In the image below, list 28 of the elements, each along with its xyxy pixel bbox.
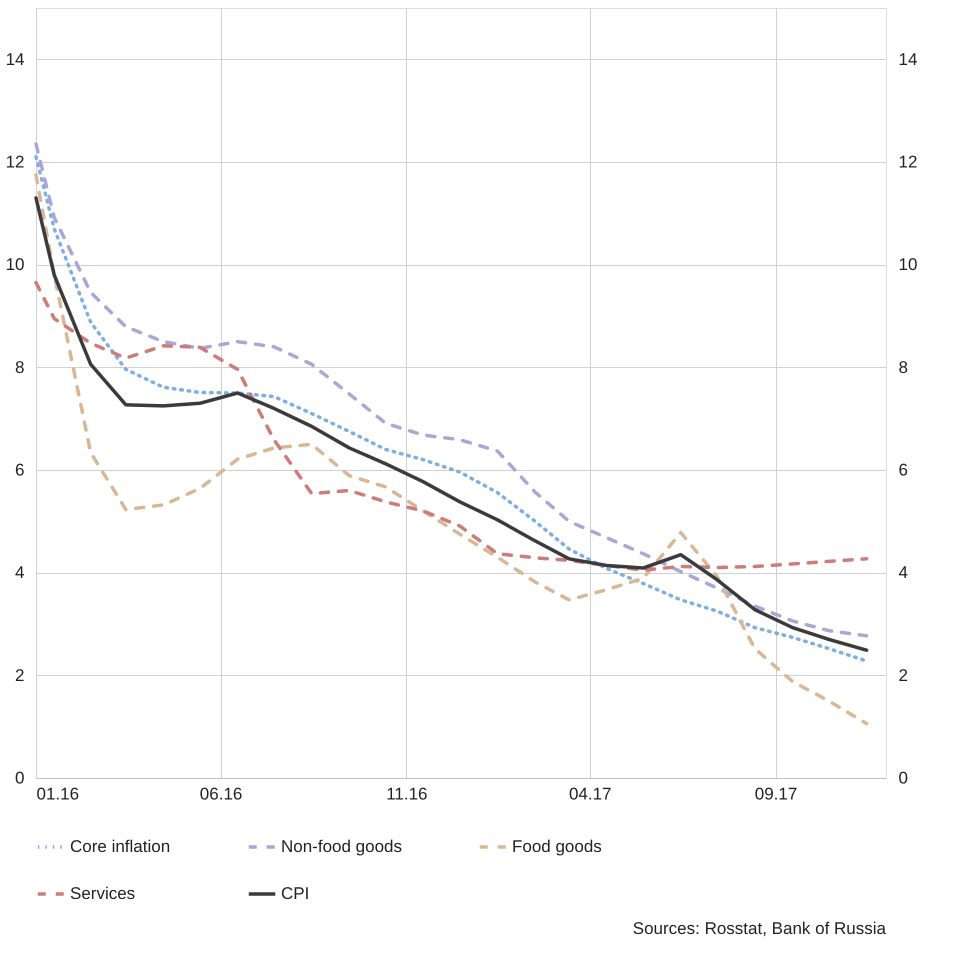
x-tick-label: 01.16: [36, 784, 80, 804]
y2-tick-label: 4: [898, 563, 908, 582]
y-tick-label: 0: [15, 768, 24, 788]
y-tick-label: 8: [15, 358, 24, 377]
line-series: [34, 280, 868, 572]
y-tick-label: 6: [15, 460, 24, 480]
y2-tick-label: 12: [898, 152, 918, 172]
legend-label: Services: [70, 884, 136, 903]
x-tick-label: 06.16: [200, 784, 242, 804]
legend-label: Non-food goods: [281, 837, 402, 856]
y2-tick-label: 2: [898, 666, 908, 685]
legend-label: Food goods: [512, 837, 602, 856]
x-tick-label: 04.17: [568, 784, 612, 804]
y2-tick-label: 6: [898, 460, 908, 480]
x-tick-label: 11.16: [386, 784, 428, 804]
y-tick-label: 14: [6, 50, 24, 69]
y-tick-label: 12: [6, 152, 24, 172]
y-tick-label: 2: [15, 666, 24, 685]
y-tick-label: 10: [6, 255, 24, 274]
y2-tick-label: 10: [898, 255, 918, 274]
y2-tick-label: 14: [898, 50, 918, 69]
x-tick-label: 09.17: [754, 784, 798, 804]
legend-label: Core inflation: [70, 837, 170, 856]
y-tick-label: 4: [15, 563, 24, 582]
source-note: Sources: Rosstat, Bank of Russia: [632, 919, 887, 938]
y2-tick-label: 8: [898, 358, 908, 377]
legend-label: CPI: [281, 884, 310, 903]
y2-tick-label: 0: [898, 768, 908, 788]
